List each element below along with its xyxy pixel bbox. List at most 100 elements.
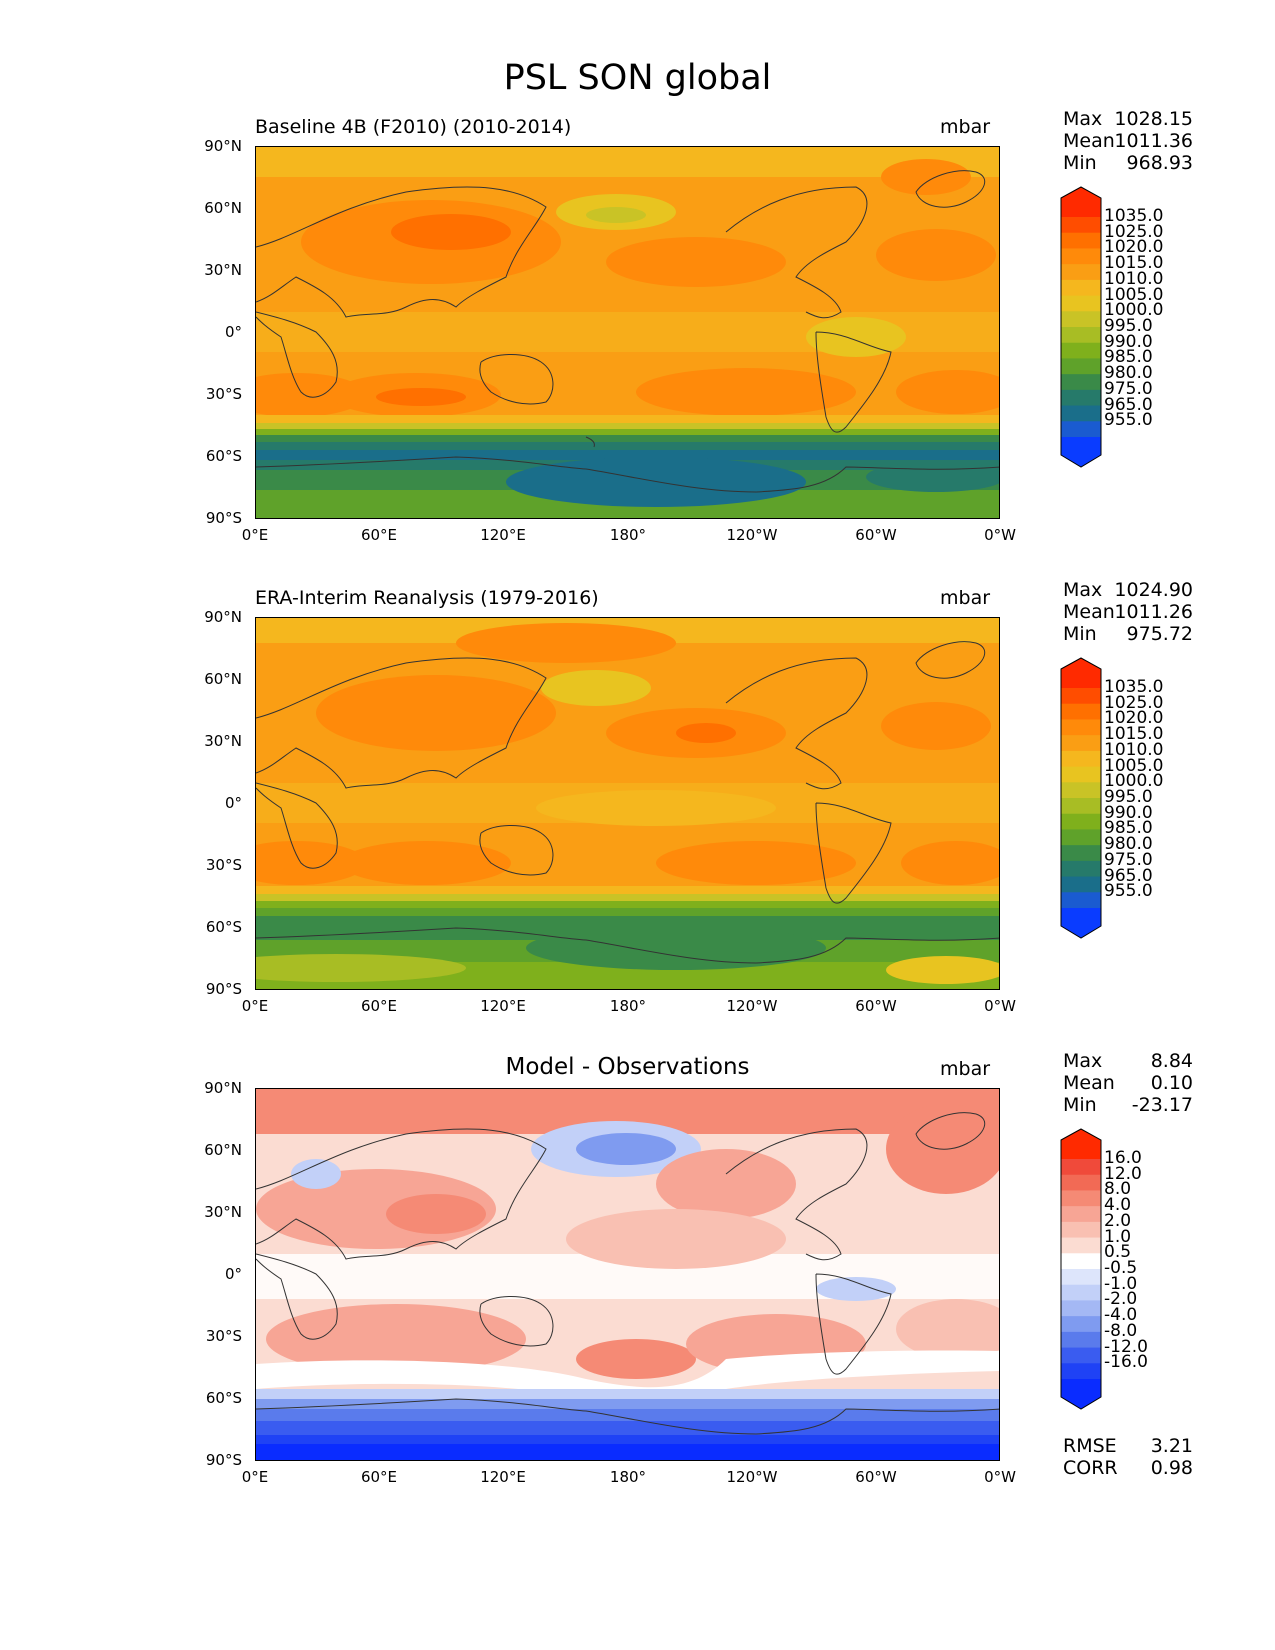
stat-label: Max bbox=[1063, 1050, 1103, 1072]
lat-tick-label: 30°N bbox=[204, 261, 242, 279]
colorbar-tick-label: 1035.0 bbox=[1104, 206, 1164, 226]
lat-tick-label: 90°N bbox=[204, 608, 242, 626]
colorbar-tick-label: 975.0 bbox=[1104, 849, 1153, 870]
units-label: mbar bbox=[940, 587, 991, 609]
colorbar-segment bbox=[1061, 1300, 1101, 1317]
lat-tick-label: 30°S bbox=[205, 856, 242, 874]
stat-value: 975.72 bbox=[1126, 623, 1193, 645]
colorbar-graphic bbox=[1060, 1128, 1102, 1410]
colorbar-tick-label: 980.0 bbox=[1104, 834, 1153, 855]
colorbar-tick-label: 990.0 bbox=[1104, 802, 1153, 823]
lat-tick-label: 30°N bbox=[204, 732, 242, 750]
colorbar-tick-label: 955.0 bbox=[1104, 410, 1153, 431]
colorbar-tick-label: 1025.0 bbox=[1104, 692, 1164, 713]
colorbar-tick-label: 1005.0 bbox=[1104, 755, 1164, 776]
colorbar-segment bbox=[1061, 1347, 1101, 1364]
colorbar-tick-label: 8.0 bbox=[1104, 1179, 1132, 1200]
contour-map bbox=[256, 147, 999, 518]
colorbar-tick-label: 1020.0 bbox=[1104, 237, 1164, 258]
colorbar-segment bbox=[1061, 1331, 1101, 1349]
colorbar-segment bbox=[1061, 750, 1101, 768]
lon-tick-label: 0°W bbox=[984, 997, 1016, 1015]
lon-tick-label: 0°E bbox=[241, 526, 269, 544]
colorbar-segment bbox=[1061, 1269, 1101, 1286]
figure-title: PSL SON global bbox=[503, 58, 772, 98]
colorbar-segment bbox=[1061, 217, 1101, 234]
colorbar-segment bbox=[1061, 735, 1101, 752]
colorbar-tick-label: 965.0 bbox=[1104, 394, 1153, 415]
colorbar-tick-label: 955.0 bbox=[1104, 881, 1153, 902]
lon-tick-label: 0°W bbox=[984, 1468, 1016, 1486]
lon-tick-label: 60°E bbox=[360, 997, 398, 1015]
stat-label: Mean bbox=[1063, 601, 1115, 623]
colorbar-segment bbox=[1061, 1253, 1101, 1270]
colorbar-segment bbox=[1061, 264, 1101, 281]
colorbar-tick-label: 16.0 bbox=[1104, 1148, 1142, 1168]
map-plot bbox=[255, 146, 1000, 519]
panel-title: ERA-Interim Reanalysis (1979-2016) bbox=[255, 587, 599, 609]
colorbar-segment bbox=[1061, 860, 1101, 878]
lon-tick-label: 120°W bbox=[726, 1468, 778, 1486]
colorbar-segment bbox=[1061, 1159, 1101, 1176]
lon-tick-label: 120°E bbox=[480, 526, 526, 544]
colorbar-extend-min bbox=[1061, 908, 1101, 938]
lon-tick-label: 180° bbox=[609, 526, 647, 544]
colorbar-extend-max bbox=[1061, 658, 1101, 688]
lon-tick-label: 120°W bbox=[726, 526, 778, 544]
colorbar-tick-label: 985.0 bbox=[1104, 347, 1153, 368]
stats-box: Max 8.84 Mean 0.10 Min -23.17 bbox=[1063, 1050, 1193, 1116]
colorbar-tick-label: 1035.0 bbox=[1104, 677, 1164, 697]
colorbar-extend-min bbox=[1061, 1379, 1101, 1409]
colorbar-tick-label: 995.0 bbox=[1104, 316, 1153, 336]
colorbar-segment bbox=[1061, 876, 1101, 893]
colorbar-tick-label: 4.0 bbox=[1104, 1195, 1132, 1216]
colorbar-tick-label: 975.0 bbox=[1104, 378, 1153, 399]
lon-tick-label: 60°E bbox=[360, 1468, 398, 1486]
colorbar-tick-label: 1010.0 bbox=[1104, 268, 1164, 289]
rmse-corr-box: RMSE 3.21 CORR 0.98 bbox=[1063, 1435, 1193, 1479]
colorbar-segment bbox=[1061, 798, 1101, 815]
colorbar-tick-label: 1015.0 bbox=[1104, 253, 1164, 274]
colorbar-segment bbox=[1061, 405, 1101, 422]
stat-label: Max bbox=[1063, 108, 1103, 130]
colorbar-tick-label: -4.0 bbox=[1104, 1305, 1138, 1326]
lat-tick-label: 60°N bbox=[204, 199, 242, 217]
colorbar-segment bbox=[1061, 1190, 1101, 1207]
lat-tick-label: 30°S bbox=[205, 385, 242, 403]
lat-tick-label: 60°N bbox=[204, 670, 242, 688]
colorbar-segment bbox=[1061, 232, 1101, 249]
contour-map bbox=[256, 618, 999, 989]
lon-tick-label: 0°W bbox=[984, 526, 1016, 544]
colorbar-tick-label: 1.0 bbox=[1104, 1226, 1132, 1247]
panel-title: Baseline 4B (F2010) (2010-2014) bbox=[255, 116, 572, 138]
colorbar-outline bbox=[1060, 1128, 1102, 1410]
colorbar-segment bbox=[1061, 342, 1101, 359]
map-plot bbox=[255, 617, 1000, 990]
stat-label: Min bbox=[1063, 623, 1097, 645]
colorbar-tick-label: 980.0 bbox=[1104, 363, 1153, 384]
stat-value: 1024.90 bbox=[1114, 579, 1193, 601]
colorbar-tick-label: 965.0 bbox=[1104, 865, 1153, 886]
colorbar-tick-label: -16.0 bbox=[1104, 1352, 1148, 1373]
stat-value: 968.93 bbox=[1126, 152, 1193, 174]
lon-tick-label: 120°E bbox=[480, 1468, 526, 1486]
lat-tick-label: 60°S bbox=[205, 447, 242, 465]
colorbar-tick-label: -2.0 bbox=[1104, 1289, 1138, 1310]
lon-tick-label: 60°W bbox=[855, 526, 897, 544]
stats-box: Max 1028.15 Mean 1011.36 Min 968.93 bbox=[1063, 108, 1193, 174]
stat-value: 1011.26 bbox=[1114, 601, 1193, 623]
lat-tick-label: 90°S bbox=[205, 509, 242, 527]
colorbar-tick-label: -8.0 bbox=[1104, 1320, 1138, 1341]
stat-label: Max bbox=[1063, 579, 1103, 601]
colorbar-graphic bbox=[1060, 186, 1102, 468]
colorbar-tick-label: -12.0 bbox=[1104, 1336, 1148, 1357]
colorbar-segment bbox=[1061, 311, 1101, 328]
lat-tick-label: 90°S bbox=[205, 980, 242, 998]
lon-tick-label: 60°E bbox=[360, 526, 398, 544]
colorbar-segment bbox=[1061, 845, 1101, 862]
colorbar-segment bbox=[1061, 1206, 1101, 1223]
stat-label: RMSE bbox=[1063, 1435, 1117, 1457]
stat-label: Mean bbox=[1063, 130, 1115, 152]
colorbar-tick-label: 0.5 bbox=[1104, 1242, 1132, 1263]
colorbar-segment bbox=[1061, 374, 1101, 391]
